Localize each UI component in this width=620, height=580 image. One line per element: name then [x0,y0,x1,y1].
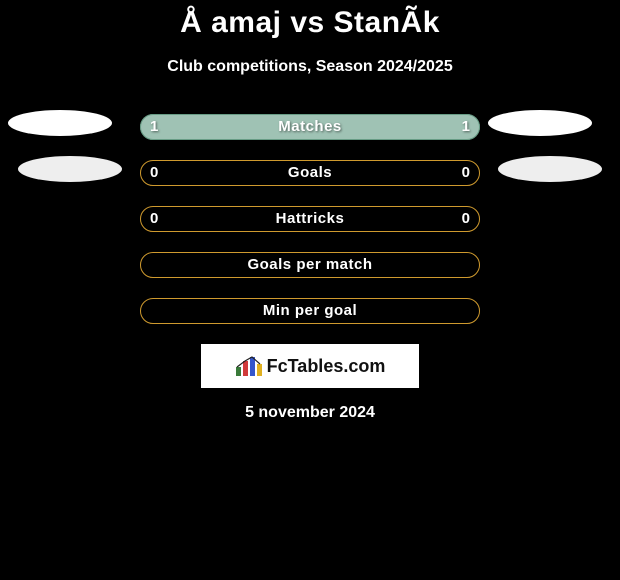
stat-label: Goals per match [140,252,480,278]
stat-label: Goals [140,160,480,186]
logo-text: FcTables.com [267,356,386,377]
stat-label: Hattricks [140,206,480,232]
stat-label: Min per goal [140,298,480,324]
stat-label: Matches [140,114,480,140]
player-ellipse-right [488,110,592,136]
fctables-logo[interactable]: FcTables.com [201,344,419,388]
page-subtitle: Club competitions, Season 2024/2025 [0,58,620,76]
player-ellipse-right [498,156,602,182]
bars-icon [235,355,263,377]
stat-row: Goals per match [0,252,620,278]
player-ellipse-left [8,110,112,136]
player-ellipse-left [18,156,122,182]
stat-row: 00Hattricks [0,206,620,232]
stat-row: Min per goal [0,298,620,324]
page-title: Å amaj vs StanÃk [0,0,620,40]
stat-row: 11Matches [0,114,620,140]
stat-row: 00Goals [0,160,620,186]
stats-container: 11Matches 00Goals 00Hattricks Goals per mat… [0,114,620,324]
date-label: 5 november 2024 [0,404,620,422]
